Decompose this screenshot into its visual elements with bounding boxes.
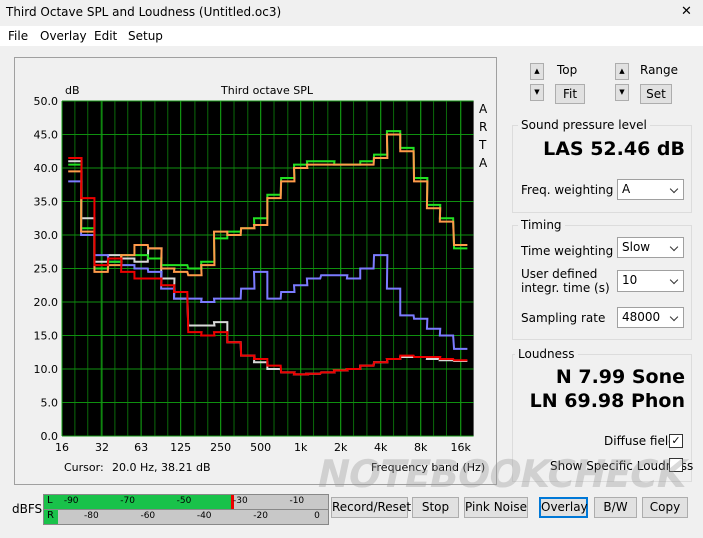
meter-scale-label: -80 (84, 511, 99, 521)
menu-item[interactable]: File (8, 29, 29, 43)
x-axis-label: Frequency band (Hz) (371, 461, 485, 474)
series-line (68, 133, 468, 277)
menu-item[interactable]: Setup (128, 29, 163, 43)
y-tick-label: 15.0 (34, 330, 59, 343)
close-button[interactable]: ✕ (681, 4, 692, 19)
meter-scale-label: -90 (63, 496, 79, 506)
x-tick-label: 500 (250, 441, 271, 454)
fit-button[interactable]: Fit (555, 84, 585, 104)
x-tick-label: 32 (95, 441, 109, 454)
show-specific-checkbox[interactable] (669, 458, 683, 472)
x-tick-label: 8k (414, 441, 428, 454)
diffuse-field-checkbox[interactable]: ✓ (669, 434, 683, 448)
range-label: Range (640, 63, 679, 77)
button[interactable]: Overlay (539, 497, 588, 518)
meter-scale-label: -60 (140, 511, 156, 521)
y-tick-label: 10.0 (34, 363, 59, 376)
cursor-label: Cursor: (64, 461, 104, 474)
meter-scale-label: -30 (233, 496, 248, 506)
freq-weighting-select[interactable]: A (617, 179, 684, 200)
cursor-value: 20.0 Hz, 38.21 dB (112, 461, 211, 474)
y-tick-label: 20.0 (34, 296, 59, 309)
x-tick-label: 16k (451, 441, 472, 454)
menu-item[interactable]: Edit (94, 29, 118, 43)
meter-scale-label: -40 (196, 511, 212, 521)
button[interactable]: Pink Noise (464, 497, 528, 518)
y-tick-label: 35.0 (34, 196, 59, 209)
set-button[interactable]: Set (640, 84, 672, 104)
meter-left-level (44, 495, 231, 509)
top-down[interactable]: ▼ (530, 84, 544, 101)
menu-bar: File Overlay Edit Setup (0, 26, 703, 46)
x-tick-label: 63 (134, 441, 148, 454)
loudness-group (512, 354, 692, 482)
button[interactable]: Stop (412, 497, 459, 518)
menu-item[interactable]: Overlay (40, 29, 87, 43)
top-up[interactable]: ▲ (530, 63, 544, 80)
window-title: Third Octave SPL and Loudness (Untitled.… (6, 5, 282, 19)
watermark: NOTEBOOKCHECK (313, 452, 690, 496)
integr-time-label: User defined integr. time (s) (521, 267, 610, 295)
y-tick-label: 30.0 (34, 229, 59, 242)
spl-reading: LAS 52.46 dB (543, 138, 685, 160)
y-tick-label: 0.0 (41, 430, 59, 443)
range-up[interactable]: ▲ (615, 63, 629, 80)
meter-scale-label: -20 (253, 511, 268, 521)
y-tick-label: 40.0 (34, 162, 59, 175)
y-tick-label: 50.0 (34, 95, 59, 108)
meter-left: L (43, 494, 329, 510)
y-tick-label: 45.0 (34, 129, 59, 142)
freq-weighting-label: Freq. weighting (521, 183, 614, 197)
meter-channel: R (47, 510, 54, 521)
diffuse-field-label: Diffuse field (604, 434, 676, 448)
show-specific-label: Show Specific Loudness (550, 459, 694, 473)
x-tick-label: 250 (210, 441, 231, 454)
series-line (68, 180, 468, 350)
time-weighting-label: Time weighting (521, 244, 614, 258)
meter-scale-label: -70 (120, 496, 135, 506)
side-label: ARTA (479, 102, 488, 170)
timing-group (512, 225, 692, 340)
y-axis-label: dB (65, 84, 80, 97)
group-title: Timing (518, 218, 565, 232)
sampling-rate-label: Sampling rate (521, 311, 606, 325)
y-tick-label: 25.0 (34, 263, 59, 276)
meter-channel: L (47, 495, 53, 506)
button[interactable]: B/W (594, 497, 637, 518)
x-tick-label: 1k (294, 441, 308, 454)
sone-reading: N 7.99 Sone (555, 366, 685, 388)
x-tick-label: 4k (374, 441, 388, 454)
top-label: Top (557, 63, 578, 77)
series-line (68, 156, 468, 376)
meter-scale-label: -50 (176, 496, 192, 506)
meter-unit: dBFS (12, 502, 43, 516)
meter-scale-label: -10 (289, 496, 305, 506)
time-weighting-select[interactable]: Slow (617, 237, 684, 258)
button[interactable]: Record/Reset (331, 497, 411, 518)
button[interactable]: Copy (642, 497, 688, 518)
meter-right: R (43, 509, 329, 525)
chart-title: Third octave SPL (220, 84, 314, 97)
chart: Third octave SPL dB Cursor: 20.0 Hz, 38.… (34, 84, 486, 474)
sampling-rate-select[interactable]: 48000 (617, 307, 684, 328)
meter-right-level (44, 510, 58, 524)
y-tick-label: 5.0 (41, 397, 59, 410)
meter-scale-label: 0 (314, 511, 320, 521)
phon-reading: LN 69.98 Phon (529, 390, 685, 412)
meter-left-peak (231, 495, 234, 509)
group-title: Sound pressure level (518, 118, 650, 132)
x-tick-label: 2k (334, 441, 348, 454)
range-down[interactable]: ▼ (615, 84, 629, 101)
x-tick-label: 16 (55, 441, 69, 454)
group-title: Loudness (515, 347, 578, 361)
integr-time-input[interactable]: 10 (617, 270, 684, 292)
x-tick-label: 125 (170, 441, 191, 454)
